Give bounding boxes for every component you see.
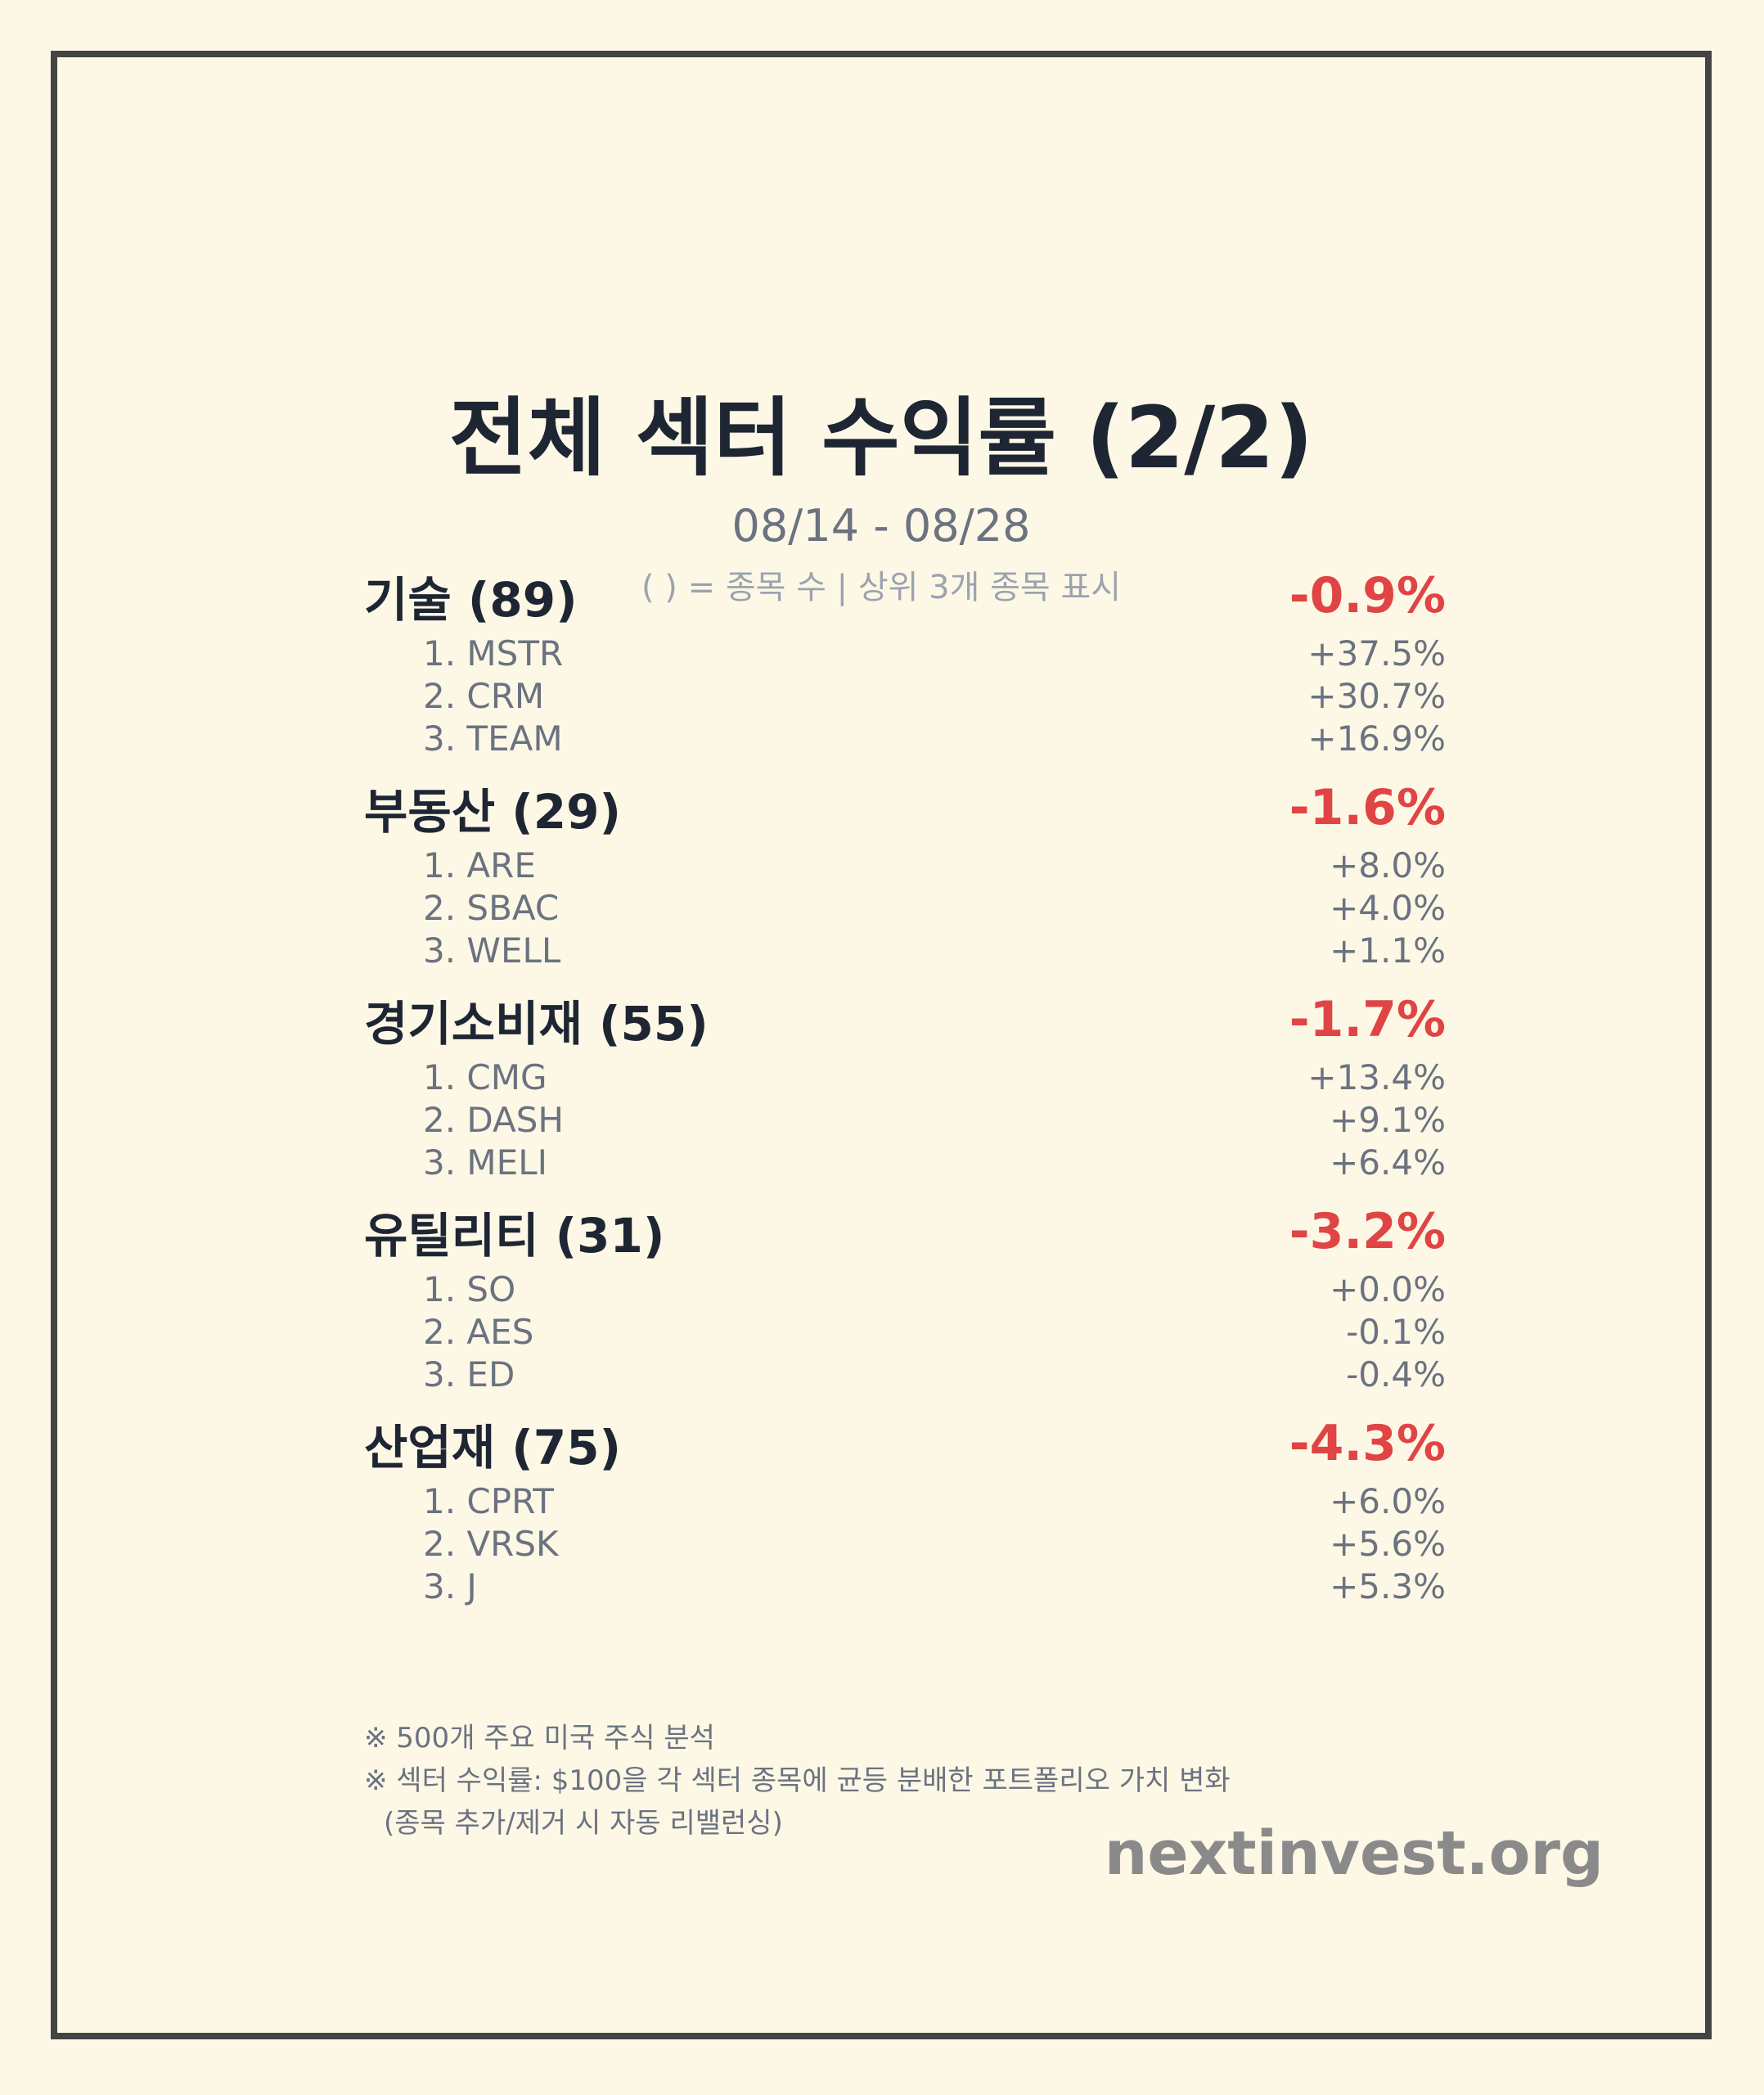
page-title: 전체 섹터 수익률 (2/2): [448, 388, 1314, 488]
stock-return: +0.0%: [1330, 1268, 1446, 1309]
stock-return: +6.0%: [1330, 1480, 1446, 1521]
stock-row: 2. CRM +30.7%: [364, 674, 1446, 717]
sector-return: -1.7%: [1289, 991, 1446, 1048]
brand-watermark: nextinvest.org: [1104, 1818, 1604, 1889]
stock-return: +9.1%: [1330, 1099, 1446, 1140]
sector-name: 유틸리티 (31): [364, 1208, 665, 1264]
stock-label: 2. SBAC: [423, 887, 560, 928]
stock-row: 3. ED -0.4%: [364, 1353, 1446, 1395]
sector-return: -1.6%: [1289, 779, 1446, 836]
stock-row: 2. SBAC +4.0%: [364, 886, 1446, 929]
footnote-rebalance: (종목 추가/제거 시 자동 리밸런싱): [384, 1807, 783, 1840]
stock-row: 2. DASH +9.1%: [364, 1098, 1446, 1141]
stock-label: 1. SO: [423, 1268, 516, 1309]
sector-name: 부동산 (29): [364, 784, 622, 840]
stock-label: 3. TEAM: [423, 718, 563, 759]
stock-label: 1. CMG: [423, 1057, 547, 1097]
stock-label: 3. J: [423, 1566, 477, 1606]
sector-return: -4.3%: [1289, 1415, 1446, 1472]
stock-return: +1.1%: [1330, 930, 1446, 971]
sector-header: 산업재 (75) -4.3%: [364, 1408, 1446, 1480]
stock-label: 2. VRSK: [423, 1523, 559, 1564]
sector-return: -3.2%: [1289, 1203, 1446, 1260]
stock-label: 3. ED: [423, 1354, 515, 1394]
stock-return: +5.6%: [1330, 1523, 1446, 1564]
stock-row: 3. J +5.3%: [364, 1565, 1446, 1607]
stock-label: 1. ARE: [423, 845, 536, 885]
sector-block: 부동산 (29) -1.6% 1. ARE +8.0% 2. SBAC +4.0…: [364, 772, 1446, 984]
footnotes: ※ 500개 주요 미국 주식 분석 ※ 섹터 수익률: $100을 각 섹터 …: [364, 1717, 1231, 1845]
stock-row: 2. VRSK +5.6%: [364, 1522, 1446, 1565]
stock-row: 1. CPRT +6.0%: [364, 1480, 1446, 1522]
sector-name: 산업재 (75): [364, 1420, 622, 1476]
stock-label: 1. MSTR: [423, 633, 564, 674]
sector-header: 부동산 (29) -1.6%: [364, 772, 1446, 844]
sector-block: 기술 (89) -0.9% 1. MSTR +37.5% 2. CRM +30.…: [364, 560, 1446, 772]
stock-return: -0.1%: [1346, 1311, 1446, 1352]
stock-label: 3. WELL: [423, 930, 561, 971]
stock-label: 3. MELI: [423, 1142, 547, 1183]
legend-note: ( ) = 종목 수 | 상위 3개 종목 표시: [641, 569, 1122, 606]
stock-label: 2. AES: [423, 1311, 534, 1352]
stock-row: 3. WELL +1.1%: [364, 929, 1446, 971]
card-frame: 전체 섹터 수익률 (2/2) 08/14 - 08/28 ( ) = 종목 수…: [51, 51, 1712, 2039]
stock-return: +5.3%: [1330, 1566, 1446, 1606]
stock-label: 2. CRM: [423, 675, 545, 716]
footnote-universe: ※ 500개 주요 미국 주식 분석: [364, 1722, 715, 1755]
sector-return: -0.9%: [1289, 567, 1446, 624]
sector-name: 기술 (89): [364, 572, 578, 628]
sector-block: 경기소비재 (55) -1.7% 1. CMG +13.4% 2. DASH +…: [364, 984, 1446, 1196]
stock-return: +6.4%: [1330, 1142, 1446, 1183]
sector-name: 경기소비재 (55): [364, 996, 709, 1052]
stock-label: 1. CPRT: [423, 1480, 554, 1521]
stock-row: 1. ARE +8.0%: [364, 844, 1446, 886]
stock-row: 3. TEAM +16.9%: [364, 717, 1446, 759]
stock-return: +37.5%: [1307, 633, 1446, 674]
date-range: 08/14 - 08/28: [731, 500, 1031, 552]
stock-row: 1. MSTR +37.5%: [364, 632, 1446, 674]
sector-header: 기술 (89) -0.9%: [364, 560, 1446, 632]
footnote-method: ※ 섹터 수익률: $100을 각 섹터 종목에 균등 분배한 포트폴리오 가치…: [364, 1764, 1231, 1797]
stock-return: -0.4%: [1346, 1354, 1446, 1394]
sector-block: 유틸리티 (31) -3.2% 1. SO +0.0% 2. AES -0.1%…: [364, 1196, 1446, 1408]
stock-return: +4.0%: [1330, 887, 1446, 928]
sector-header: 경기소비재 (55) -1.7%: [364, 984, 1446, 1056]
stock-label: 2. DASH: [423, 1099, 564, 1140]
stock-return: +13.4%: [1307, 1057, 1446, 1097]
stock-return: +8.0%: [1330, 845, 1446, 885]
sector-block: 산업재 (75) -4.3% 1. CPRT +6.0% 2. VRSK +5.…: [364, 1408, 1446, 1620]
stock-row: 1. SO +0.0%: [364, 1268, 1446, 1310]
stock-row: 1. CMG +13.4%: [364, 1056, 1446, 1098]
sector-header: 유틸리티 (31) -3.2%: [364, 1196, 1446, 1268]
stock-row: 3. MELI +6.4%: [364, 1141, 1446, 1183]
sector-list: 기술 (89) -0.9% 1. MSTR +37.5% 2. CRM +30.…: [364, 560, 1446, 1620]
stock-return: +16.9%: [1307, 718, 1446, 759]
stock-row: 2. AES -0.1%: [364, 1310, 1446, 1353]
stock-return: +30.7%: [1307, 675, 1446, 716]
